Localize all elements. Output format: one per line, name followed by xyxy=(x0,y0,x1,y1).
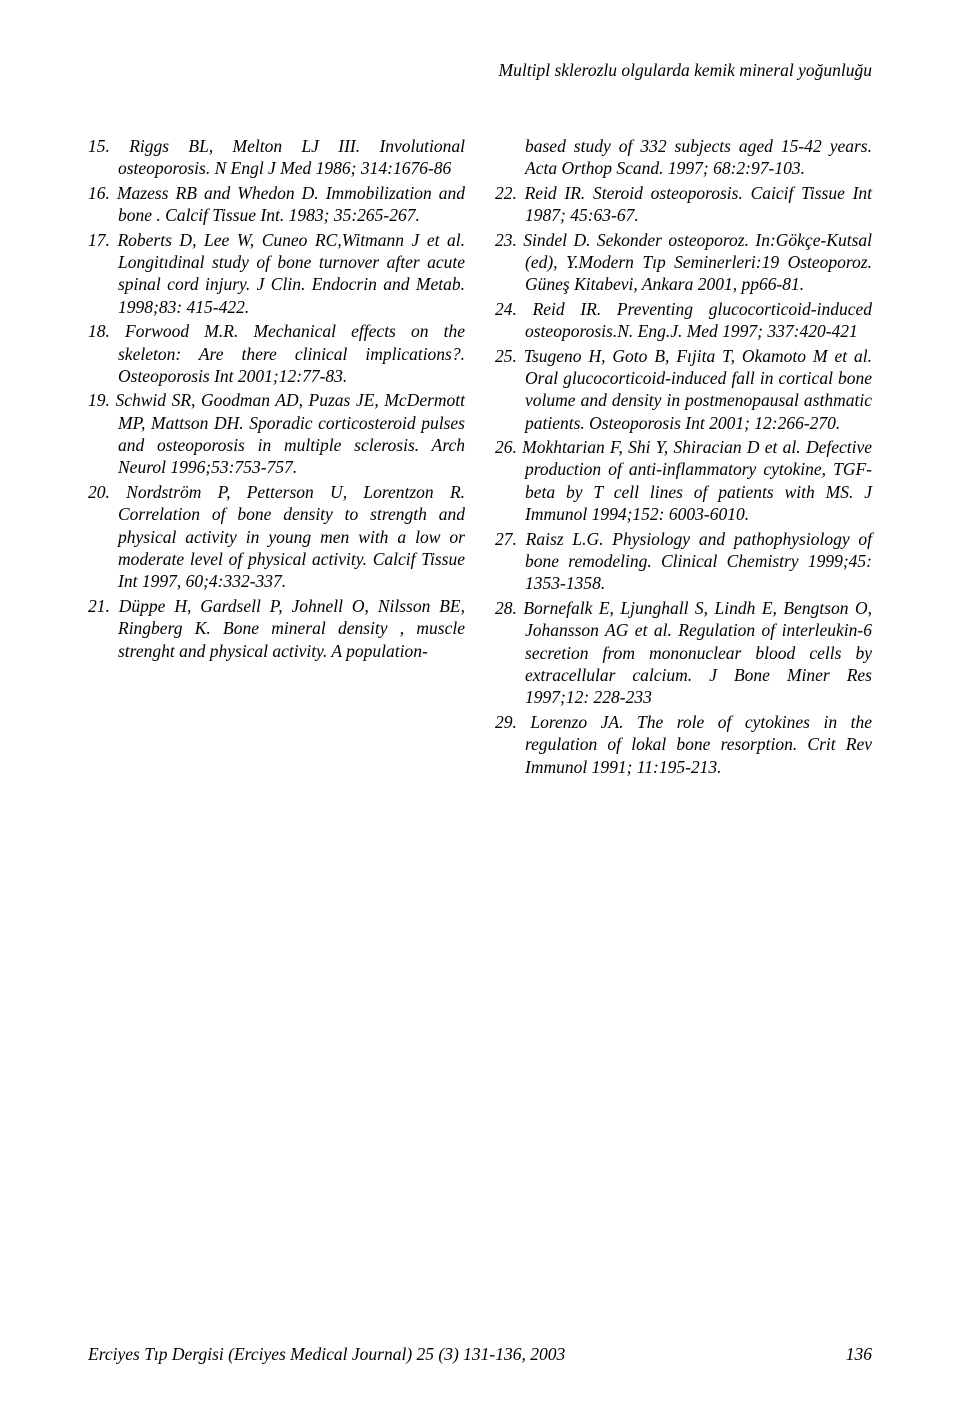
reference-item: 29. Lorenzo JA. The role of cytokines in… xyxy=(495,711,872,778)
ref-number: 26. xyxy=(495,437,517,457)
ref-text: Reid IR. Preventing glucocorticoid-induc… xyxy=(525,299,872,341)
references-content: 15. Riggs BL, Melton LJ III. Involutiona… xyxy=(88,135,872,780)
ref-text: Roberts D, Lee W, Cuneo RC,Witmann J et … xyxy=(117,230,465,317)
ref-number: 18. xyxy=(88,321,110,341)
ref-number: 23. xyxy=(495,230,517,250)
reference-item-continuation: based study of 332 subjects aged 15-42 y… xyxy=(495,135,872,180)
ref-number: 19. xyxy=(88,390,110,410)
left-column: 15. Riggs BL, Melton LJ III. Involutiona… xyxy=(88,135,465,780)
ref-text: Tsugeno H, Goto B, Fıjita T, Okamoto M e… xyxy=(524,346,872,433)
ref-number: 20. xyxy=(88,482,110,502)
ref-number: 16. xyxy=(88,183,110,203)
ref-text: Schwid SR, Goodman AD, Puzas JE, McDermo… xyxy=(115,390,465,477)
footer-journal: Erciyes Tıp Dergisi (Erciyes Medical Jou… xyxy=(88,1344,565,1365)
ref-number: 24. xyxy=(495,299,517,319)
ref-text: Düppe H, Gardsell P, Johnell O, Nilsson … xyxy=(118,596,465,661)
ref-text: Sindel D. Sekonder osteoporoz. In:Gökçe-… xyxy=(523,230,872,295)
ref-text: Raisz L.G. Physiology and pathophysiolog… xyxy=(525,529,872,594)
ref-text: Riggs BL, Melton LJ III. Involutional os… xyxy=(118,136,465,178)
reference-item: 25. Tsugeno H, Goto B, Fıjita T, Okamoto… xyxy=(495,345,872,435)
footer-page-number: 136 xyxy=(846,1344,872,1365)
ref-text: Mazess RB and Whedon D. Immobilization a… xyxy=(117,183,465,225)
reference-item: 23. Sindel D. Sekonder osteoporoz. In:Gö… xyxy=(495,229,872,296)
ref-text: Nordström P, Petterson U, Lorentzon R. C… xyxy=(118,482,465,592)
page-header-title: Multipl sklerozlu olgularda kemik minera… xyxy=(88,60,872,81)
reference-item: 19. Schwid SR, Goodman AD, Puzas JE, McD… xyxy=(88,389,465,479)
reference-item: 28. Bornefalk E, Ljunghall S, Lindh E, B… xyxy=(495,597,872,709)
reference-item: 26. Mokhtarian F, Shi Y, Shiracian D et … xyxy=(495,436,872,526)
ref-number: 17. xyxy=(88,230,110,250)
ref-text: based study of 332 subjects aged 15-42 y… xyxy=(525,136,872,178)
ref-number: 28. xyxy=(495,598,517,618)
ref-number: 29. xyxy=(495,712,517,732)
reference-item: 27. Raisz L.G. Physiology and pathophysi… xyxy=(495,528,872,595)
reference-item: 20. Nordström P, Petterson U, Lorentzon … xyxy=(88,481,465,593)
ref-number: 27. xyxy=(495,529,517,549)
ref-number: 15. xyxy=(88,136,110,156)
reference-item: 17. Roberts D, Lee W, Cuneo RC,Witmann J… xyxy=(88,229,465,319)
reference-item: 15. Riggs BL, Melton LJ III. Involutiona… xyxy=(88,135,465,180)
reference-item: 18. Forwood M.R. Mechanical effects on t… xyxy=(88,320,465,387)
ref-text: Lorenzo JA. The role of cytokines in the… xyxy=(525,712,872,777)
ref-number: 21. xyxy=(88,596,110,616)
ref-text: Forwood M.R. Mechanical effects on the s… xyxy=(118,321,465,386)
reference-item: 21. Düppe H, Gardsell P, Johnell O, Nils… xyxy=(88,595,465,662)
ref-text: Reid IR. Steroid osteoporosis. Caicif Ti… xyxy=(525,183,872,225)
ref-text: Mokhtarian F, Shi Y, Shiracian D et al. … xyxy=(522,437,872,524)
page-footer: Erciyes Tıp Dergisi (Erciyes Medical Jou… xyxy=(88,1344,872,1365)
reference-item: 16. Mazess RB and Whedon D. Immobilizati… xyxy=(88,182,465,227)
ref-number: 22. xyxy=(495,183,517,203)
right-column: based study of 332 subjects aged 15-42 y… xyxy=(495,135,872,780)
ref-number: 25. xyxy=(495,346,517,366)
ref-text: Bornefalk E, Ljunghall S, Lindh E, Bengt… xyxy=(523,598,872,708)
reference-item: 24. Reid IR. Preventing glucocorticoid-i… xyxy=(495,298,872,343)
reference-item: 22. Reid IR. Steroid osteoporosis. Caici… xyxy=(495,182,872,227)
